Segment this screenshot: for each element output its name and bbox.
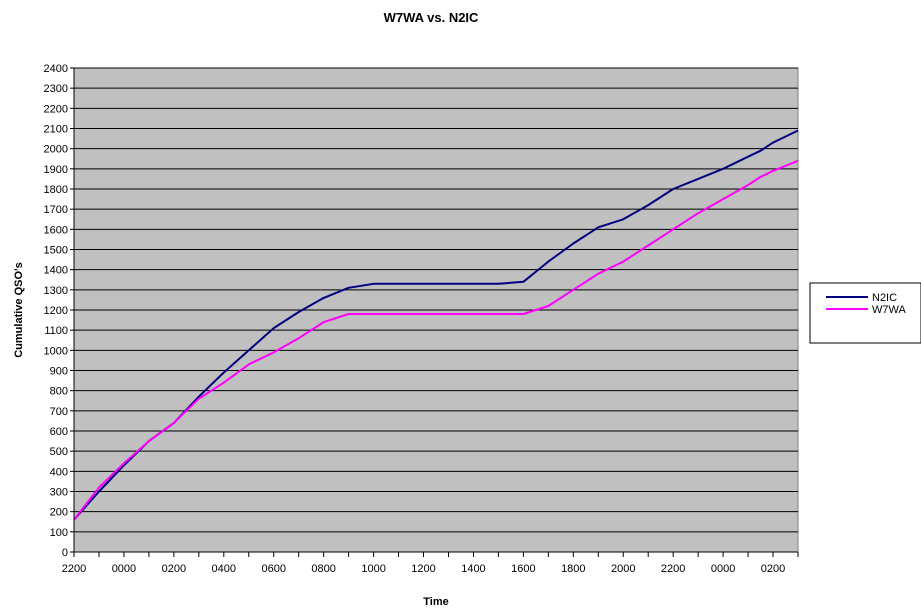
series-lines bbox=[73, 129, 799, 521]
y-tick-label: 700 bbox=[50, 406, 68, 418]
x-tick-label: 0400 bbox=[212, 563, 236, 575]
x-tick-label: 0000 bbox=[112, 563, 136, 575]
y-tick-label: 2300 bbox=[44, 83, 68, 95]
y-tick-label: 1300 bbox=[44, 285, 68, 297]
y-tick-label: 200 bbox=[50, 507, 68, 519]
y-axis-ticks: 0 100 200 300 400 500 600 700 800 900 1000 1100 1200… bbox=[44, 63, 74, 559]
y-tick-label: 600 bbox=[50, 426, 68, 438]
y-tick-label: 1700 bbox=[44, 204, 68, 216]
y-tick-label: 1600 bbox=[44, 224, 68, 236]
y-tick-label: 2100 bbox=[44, 124, 68, 136]
x-tick-label: 1000 bbox=[361, 563, 385, 575]
x-tick-label: 2200 bbox=[661, 563, 685, 575]
x-tick-label: 0800 bbox=[311, 563, 335, 575]
legend-box bbox=[809, 282, 921, 344]
y-tick-label: 400 bbox=[50, 466, 68, 478]
y-tick-label: 2000 bbox=[44, 144, 68, 156]
x-tick-label: 2000 bbox=[611, 563, 635, 575]
x-tick-label: 1800 bbox=[561, 563, 585, 575]
legend-label-n2ic: N2IC bbox=[872, 292, 897, 304]
series-line-w7wa bbox=[73, 159, 799, 521]
y-tick-label: 2200 bbox=[44, 103, 68, 115]
legend: N2IC W7WA bbox=[809, 282, 921, 344]
x-axis-ticks: 2200 0000 0200 0400 0600 0800 1000 1200 1400 1600… bbox=[62, 552, 799, 575]
chart-title: W7WA vs. N2IC bbox=[384, 10, 479, 25]
y-tick-label: 500 bbox=[50, 446, 68, 458]
y-tick-label: 2400 bbox=[44, 63, 68, 75]
x-tick-label: 0200 bbox=[761, 563, 785, 575]
x-axis-title: Time bbox=[423, 596, 448, 608]
x-tick-label: 1400 bbox=[461, 563, 485, 575]
y-tick-label: 300 bbox=[50, 487, 68, 499]
y-tick-label: 1900 bbox=[44, 164, 68, 176]
y-tick-label: 1200 bbox=[44, 305, 68, 317]
legend-label-w7wa: W7WA bbox=[872, 304, 906, 316]
y-tick-label: 1400 bbox=[44, 265, 68, 277]
x-tick-label: 1200 bbox=[411, 563, 435, 575]
x-tick-label: 0200 bbox=[162, 563, 186, 575]
x-tick-label: 1600 bbox=[511, 563, 535, 575]
y-tick-label: 0 bbox=[62, 547, 68, 559]
y-tick-label: 1000 bbox=[44, 345, 68, 357]
x-tick-label: 0600 bbox=[261, 563, 285, 575]
y-tick-label: 800 bbox=[50, 386, 68, 398]
y-tick-label: 900 bbox=[50, 366, 68, 378]
y-tick-label: 1100 bbox=[44, 325, 68, 337]
y-axis-title: Cumulative QSO's bbox=[13, 262, 25, 358]
y-tick-label: 1500 bbox=[44, 245, 68, 257]
grid-lines bbox=[74, 67, 798, 533]
y-tick-label: 1800 bbox=[44, 184, 68, 196]
x-tick-label: 2200 bbox=[62, 563, 86, 575]
series-line-n2ic bbox=[73, 129, 799, 521]
y-tick-label: 100 bbox=[50, 527, 68, 539]
x-tick-label: 0000 bbox=[711, 563, 735, 575]
